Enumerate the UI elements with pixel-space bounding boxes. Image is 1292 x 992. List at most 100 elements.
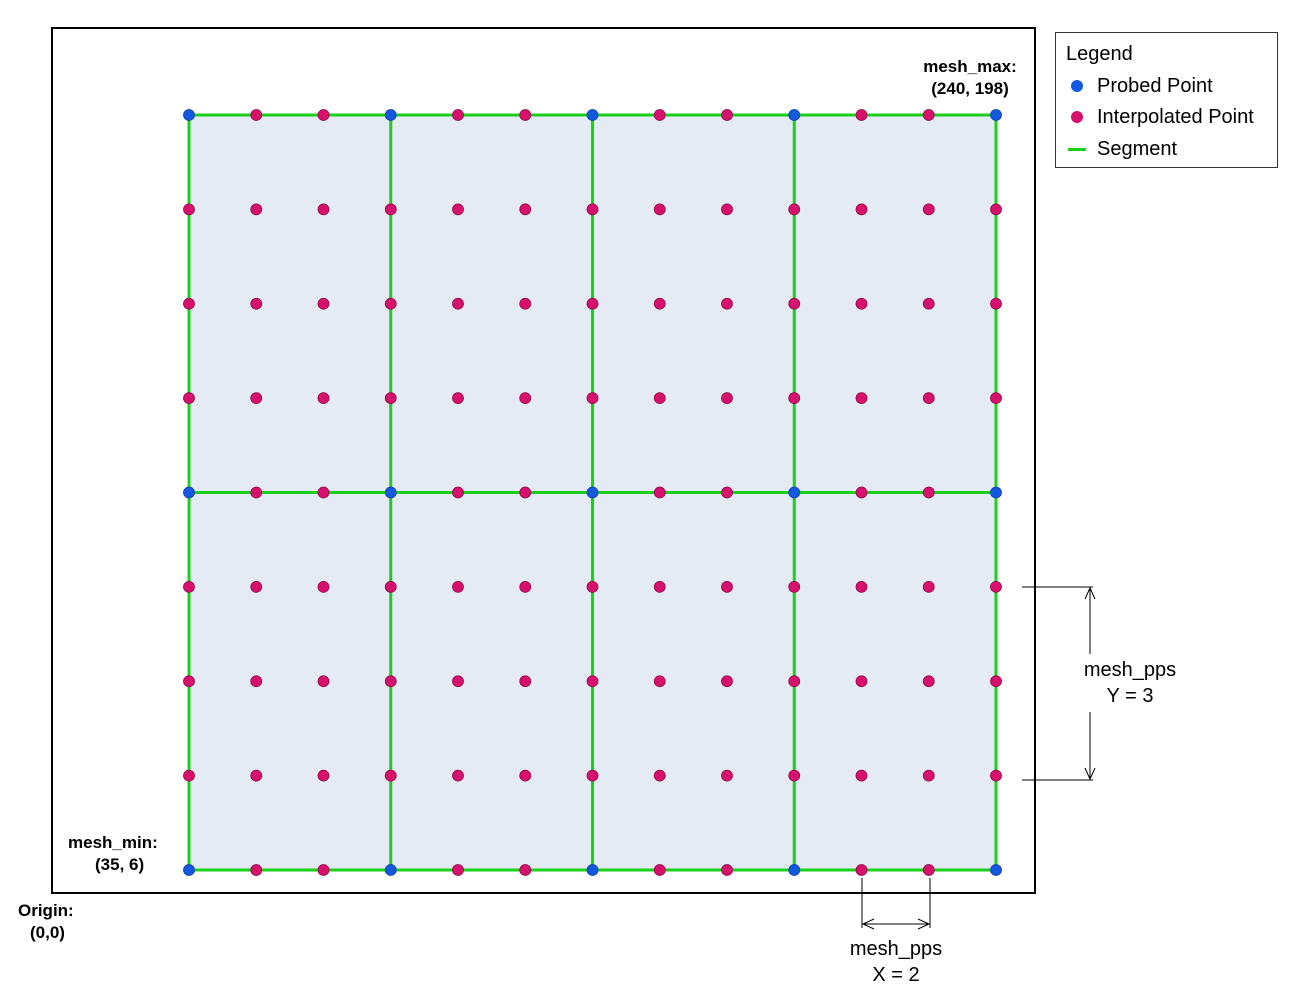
interpolated-point	[990, 203, 1002, 216]
interpolated-point	[922, 580, 935, 593]
interpolated-point	[586, 203, 599, 216]
interpolated-point	[317, 109, 330, 121]
pps-x-arrow-right	[917, 918, 931, 930]
legend-title: Legend	[1066, 43, 1133, 65]
interpolated-point	[653, 297, 666, 310]
interpolated-point	[586, 769, 599, 782]
interpolated-point	[250, 109, 263, 121]
interpolated-point	[519, 580, 532, 593]
interpolated-point	[519, 297, 532, 310]
interpolated-point	[317, 769, 330, 782]
pps-x-dimension	[861, 878, 931, 930]
pps-x-arrow-left	[861, 918, 875, 930]
pps-x-line2: X = 2	[872, 964, 920, 986]
interpolated-point	[452, 864, 464, 876]
probed-point	[788, 864, 801, 876]
interpolated-point	[250, 486, 263, 499]
interpolated-point	[384, 580, 397, 593]
interpolated-point	[653, 675, 666, 688]
interpolated-point	[855, 769, 868, 782]
interpolated-point	[183, 675, 195, 688]
interpolated-point	[721, 864, 733, 876]
interpolated-point	[653, 486, 666, 499]
interpolated-point	[519, 392, 532, 405]
interpolated-point	[183, 769, 195, 782]
blue-dot-icon	[1071, 80, 1083, 92]
interpolated-point	[788, 769, 801, 782]
origin-label: Origin: (0,0)	[14, 900, 114, 944]
interpolated-point	[317, 864, 330, 876]
interpolated-point	[384, 297, 397, 310]
interpolated-point	[384, 675, 397, 688]
pps-y-dimension	[1022, 586, 1096, 781]
probed-point	[586, 486, 599, 499]
interpolated-point	[452, 675, 464, 688]
interpolated-point	[922, 297, 935, 310]
interpolated-point	[922, 109, 935, 121]
interpolated-point	[452, 203, 464, 216]
interpolated-point	[855, 392, 868, 405]
mesh-max-title: mesh_max:	[923, 57, 1017, 76]
legend-item-segment: Segment	[1066, 135, 1177, 163]
interpolated-point	[250, 203, 263, 216]
interpolated-point	[990, 580, 1002, 593]
interpolated-point	[721, 675, 733, 688]
interpolated-point	[317, 392, 330, 405]
legend-label-interpolated-point: Interpolated Point	[1097, 105, 1254, 128]
interpolated-point	[452, 486, 464, 499]
interpolated-point	[250, 675, 263, 688]
probed-point	[586, 864, 599, 876]
mesh-points	[183, 109, 1002, 876]
interpolated-point	[586, 297, 599, 310]
interpolated-point	[788, 392, 801, 405]
interpolated-point	[586, 675, 599, 688]
interpolated-point	[183, 580, 195, 593]
interpolated-point	[586, 580, 599, 593]
green-line-icon	[1068, 147, 1086, 151]
interpolated-point	[721, 769, 733, 782]
interpolated-point	[855, 864, 868, 876]
interpolated-point	[855, 675, 868, 688]
probed-point	[384, 864, 397, 876]
interpolated-point	[855, 486, 868, 499]
interpolated-point	[452, 109, 464, 121]
interpolated-point	[788, 675, 801, 688]
interpolated-point-swatch	[1066, 106, 1088, 128]
interpolated-point	[250, 392, 263, 405]
interpolated-point	[519, 864, 532, 876]
pps-y-arrow-top	[1084, 586, 1096, 600]
interpolated-point	[788, 297, 801, 310]
segment-swatch	[1066, 138, 1088, 160]
probed-point	[183, 864, 195, 876]
interpolated-point	[721, 109, 733, 121]
interpolated-point	[250, 297, 263, 310]
interpolated-point	[990, 675, 1002, 688]
interpolated-point	[317, 297, 330, 310]
mesh-min-label: mesh_min: (35, 6)	[68, 832, 188, 876]
mesh-min-title: mesh_min:	[68, 833, 158, 852]
interpolated-point	[384, 203, 397, 216]
interpolated-point	[519, 675, 532, 688]
interpolated-point	[721, 580, 733, 593]
probed-point	[183, 486, 195, 499]
interpolated-point	[922, 769, 935, 782]
pps-y-line1: mesh_pps	[1083, 659, 1177, 681]
interpolated-point	[317, 580, 330, 593]
origin-value: (0,0)	[30, 923, 65, 942]
interpolated-point	[250, 769, 263, 782]
bed-frame	[51, 27, 1036, 894]
interpolated-point	[788, 203, 801, 216]
mesh-max-label: mesh_max: (240, 198)	[900, 56, 1040, 100]
mesh-max-value: (240, 198)	[931, 79, 1009, 98]
interpolated-point	[653, 203, 666, 216]
interpolated-point	[250, 864, 263, 876]
pps-x-line1: mesh_pps	[849, 938, 943, 960]
interpolated-point	[384, 392, 397, 405]
interpolated-point	[452, 297, 464, 310]
legend-label-probed-point: Probed Point	[1097, 74, 1213, 97]
interpolated-point	[519, 203, 532, 216]
interpolated-point	[317, 675, 330, 688]
interpolated-point	[922, 675, 935, 688]
interpolated-point	[519, 109, 532, 121]
